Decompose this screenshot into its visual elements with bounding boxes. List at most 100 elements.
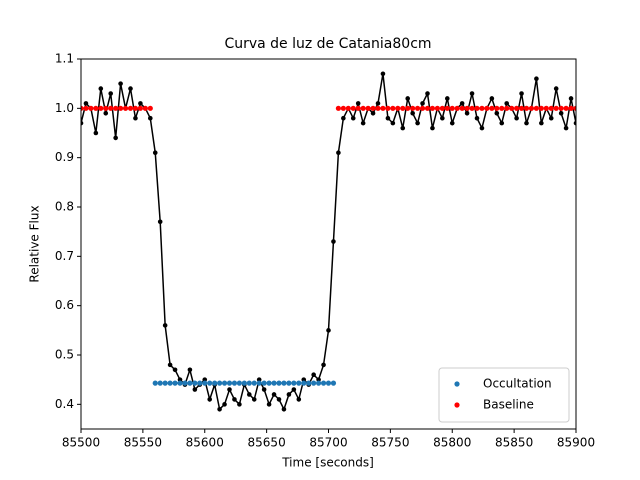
- flux-point: [415, 120, 420, 126]
- flux-point: [360, 120, 366, 126]
- series-point: [217, 380, 223, 386]
- series-point: [355, 105, 361, 111]
- flux-point: [440, 115, 445, 121]
- series-point: [454, 105, 460, 111]
- series-point: [93, 105, 99, 111]
- series-point: [316, 380, 322, 386]
- series-point: [523, 105, 530, 111]
- series-point: [410, 105, 416, 111]
- series-point: [444, 105, 450, 111]
- series-point: [291, 380, 297, 386]
- series-point: [370, 105, 376, 111]
- series-point: [335, 105, 341, 111]
- series-point: [271, 380, 277, 386]
- series-point: [558, 105, 564, 111]
- flux-point: [553, 86, 559, 91]
- flux-point: [222, 402, 227, 407]
- flux-point: [326, 328, 331, 333]
- series-point: [276, 380, 282, 386]
- flux-point: [296, 397, 302, 402]
- flux-point: [504, 101, 510, 106]
- series-point: [429, 105, 436, 111]
- flux-point: [157, 219, 163, 225]
- flux-point: [286, 392, 292, 397]
- series-point: [345, 105, 351, 111]
- flux-point: [167, 362, 173, 368]
- series-point: [548, 105, 554, 111]
- series-point: [385, 105, 391, 111]
- series-point: [514, 105, 520, 111]
- flux-point: [192, 387, 198, 392]
- y-tick-label: 0.7: [55, 249, 74, 263]
- series-point: [296, 380, 302, 386]
- series-point: [226, 380, 233, 386]
- series-point: [484, 105, 490, 111]
- series-point: [390, 105, 396, 111]
- series-point: [113, 105, 119, 111]
- flux-point: [459, 101, 465, 106]
- chart-title: Curva de luz de Catania80cm: [224, 36, 431, 52]
- flux-point: [261, 387, 267, 392]
- series-point: [395, 105, 401, 111]
- x-tick-label: 85800: [433, 436, 471, 450]
- flux-point: [276, 397, 282, 402]
- flux-point: [499, 120, 505, 126]
- series-point: [152, 380, 158, 386]
- flux-point: [118, 81, 123, 86]
- flux-point: [336, 150, 341, 156]
- flux-point: [390, 120, 396, 126]
- y-axis-label: Relative Flux: [28, 205, 42, 282]
- flux-point: [108, 91, 113, 96]
- flux-point: [341, 115, 346, 121]
- series-point: [553, 105, 559, 111]
- series-point: [350, 105, 356, 111]
- flux-point: [187, 367, 193, 373]
- flux-point: [217, 406, 222, 412]
- flux-point: [405, 96, 411, 101]
- series-point: [464, 105, 470, 111]
- flux-point: [519, 91, 524, 96]
- flux-point: [534, 76, 539, 82]
- x-tick-label: 85750: [371, 436, 409, 450]
- series-point: [325, 380, 332, 386]
- flux-point: [449, 120, 455, 126]
- flux-point: [350, 115, 356, 121]
- flux-point: [232, 397, 237, 402]
- flux-point: [385, 115, 391, 121]
- series-point: [528, 105, 535, 111]
- series-point: [474, 105, 480, 111]
- flux-point: [133, 115, 138, 121]
- series-point: [563, 105, 569, 111]
- series-point: [137, 105, 143, 111]
- flux-point: [331, 239, 336, 244]
- x-tick-label: 85650: [248, 436, 286, 450]
- flux-point: [479, 125, 485, 131]
- series-point: [449, 105, 455, 111]
- series-point: [142, 105, 148, 111]
- series-point: [246, 380, 252, 386]
- y-tick-label: 0.4: [55, 397, 74, 411]
- series-point: [311, 380, 317, 386]
- y-tick-label: 1.0: [55, 101, 74, 115]
- series-point: [301, 380, 307, 386]
- series-point: [261, 380, 267, 386]
- series-point: [538, 105, 544, 111]
- series-point: [286, 380, 292, 386]
- flux-point: [375, 101, 381, 106]
- series-point: [494, 105, 500, 111]
- y-tick-label: 0.8: [55, 200, 74, 214]
- series-point: [509, 105, 515, 111]
- series-point: [543, 105, 549, 111]
- series-point: [182, 380, 188, 386]
- series-point: [459, 105, 465, 111]
- series-point: [241, 380, 247, 386]
- series-point: [489, 105, 495, 111]
- series-point: [360, 105, 366, 111]
- flux-point: [410, 110, 415, 116]
- flux-point: [558, 110, 564, 116]
- x-axis-label: Time [seconds]: [281, 456, 374, 470]
- flux-point: [573, 120, 576, 126]
- flux-point: [425, 91, 430, 96]
- flux-point: [83, 101, 89, 106]
